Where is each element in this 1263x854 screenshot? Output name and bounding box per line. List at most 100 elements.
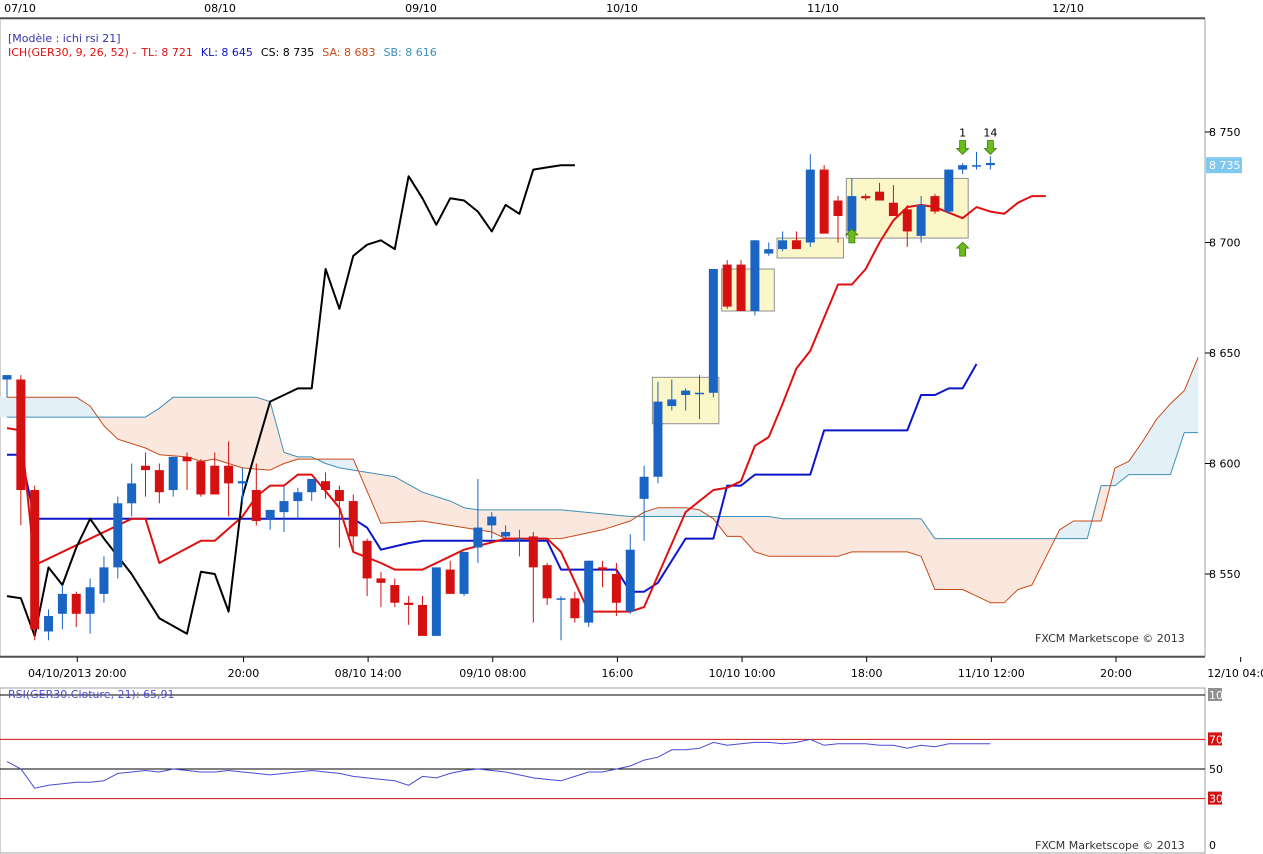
cloud-segment <box>429 493 437 524</box>
cloud-segment <box>1017 538 1026 590</box>
cloud-segment <box>435 496 444 525</box>
candle-body <box>847 196 857 232</box>
price-tick-label: 8 600 <box>1209 458 1241 471</box>
candle-body <box>861 196 871 199</box>
candle-body <box>584 560 594 623</box>
cloud-segment <box>1163 403 1171 475</box>
bullish-candle <box>681 388 691 411</box>
cloud-segment <box>796 518 804 557</box>
cloud-segment <box>408 483 416 523</box>
signal-count-label: 14 <box>983 126 997 139</box>
sell-arrow-icon <box>955 140 970 156</box>
bullish-candle <box>168 456 178 497</box>
time-tick-label: 08/10 14:00 <box>335 667 402 680</box>
bullish-candle <box>778 231 788 252</box>
cloud-segment <box>221 396 229 464</box>
cloud-segment <box>117 416 125 442</box>
candle-body <box>487 516 497 526</box>
current-price-label: 8 735 <box>1209 159 1241 172</box>
candle-body <box>708 269 718 393</box>
watermark-main: FXCM Marketscope © 2013 <box>1035 632 1185 645</box>
cloud-segment <box>595 512 603 532</box>
time-tick-label: 18:00 <box>851 667 883 680</box>
bullish-candle <box>667 379 677 411</box>
candle-body <box>875 191 885 201</box>
kijun-line <box>7 363 978 593</box>
legend-ich: ICH(GER30, 9, 26, 52) - <box>8 46 136 59</box>
bearish-candle <box>376 571 386 608</box>
candle-body <box>237 481 247 484</box>
candle-body <box>791 240 801 250</box>
cloud-segment <box>345 458 354 471</box>
cloud-segment <box>844 518 853 555</box>
candle-body <box>681 390 691 395</box>
cloud-segment <box>69 396 77 418</box>
candle-body <box>44 615 54 632</box>
rsi-level-tag <box>1208 688 1222 701</box>
cloud-segment <box>235 396 243 469</box>
cloud-segment <box>255 396 264 470</box>
cloud-segment <box>823 518 832 557</box>
rsi-tick-label: 100 <box>1209 689 1230 702</box>
candle-body <box>196 461 206 495</box>
time-tick-label: 09/10 08:00 <box>459 667 526 680</box>
candle-body <box>418 604 427 636</box>
bearish-candle <box>833 196 843 243</box>
bullish-candle <box>487 512 497 539</box>
price-axis: 8 550 8 600 8 650 8 700 8 750 <box>1205 126 1241 581</box>
candle-body <box>639 476 649 499</box>
cloud-segment <box>851 518 860 553</box>
candle-body <box>127 483 137 504</box>
legend-tl: TL: 8 721 <box>140 46 193 59</box>
cloud-segment <box>726 516 735 537</box>
candle-body <box>30 490 40 630</box>
cloud-segment <box>228 396 236 467</box>
candle-body <box>210 465 220 495</box>
bullish-candle <box>127 463 137 517</box>
cloud-segment <box>886 518 894 553</box>
cloud-segment <box>934 538 943 590</box>
cloud-segment <box>546 509 555 539</box>
bullish-candle <box>279 485 289 533</box>
cloud-segment <box>1080 520 1088 539</box>
bearish-candle <box>251 463 261 526</box>
cloud-segment <box>761 516 770 557</box>
bearish-candle <box>224 441 234 517</box>
bullish-candle <box>473 478 483 563</box>
cloud-segment <box>339 458 347 470</box>
cloud-segment <box>588 512 596 534</box>
bearish-candle <box>791 231 801 250</box>
bearish-candle <box>888 185 898 216</box>
cloud-segment <box>733 516 742 537</box>
candle-body <box>459 551 469 594</box>
bullish-candle <box>764 242 774 256</box>
bullish-candle <box>958 162 968 174</box>
candle-body <box>902 209 912 232</box>
cloud-segment <box>560 509 569 539</box>
bearish-candle <box>570 591 580 623</box>
cloud-segment <box>138 416 146 449</box>
time-tick-label: 20:00 <box>1100 667 1132 680</box>
candle-body <box>570 598 580 619</box>
cloud-segment <box>55 396 63 418</box>
cloud-segment <box>532 509 541 539</box>
bullish-candle <box>556 596 566 641</box>
top-date-label: 09/10 <box>405 2 437 15</box>
tenkan-line <box>6 195 1046 613</box>
cloud-segment <box>803 518 811 557</box>
candle-body <box>778 240 788 250</box>
signal-count-label: 1 <box>959 126 966 139</box>
candle-body <box>695 392 704 395</box>
candle-body <box>916 204 926 236</box>
candle-body <box>972 165 981 167</box>
cloud-segment <box>124 416 132 445</box>
cloud-segment <box>671 507 680 517</box>
time-tick-label: 10/10 10:00 <box>709 667 776 680</box>
time-tick-label: 20:00 <box>228 667 260 680</box>
bearish-candle <box>875 182 885 201</box>
candle-body <box>334 490 344 502</box>
cloud-segment <box>48 396 56 418</box>
cloud-segment <box>422 491 430 523</box>
rsi-tick-label: 50 <box>1209 763 1223 776</box>
candle-body <box>598 567 608 570</box>
